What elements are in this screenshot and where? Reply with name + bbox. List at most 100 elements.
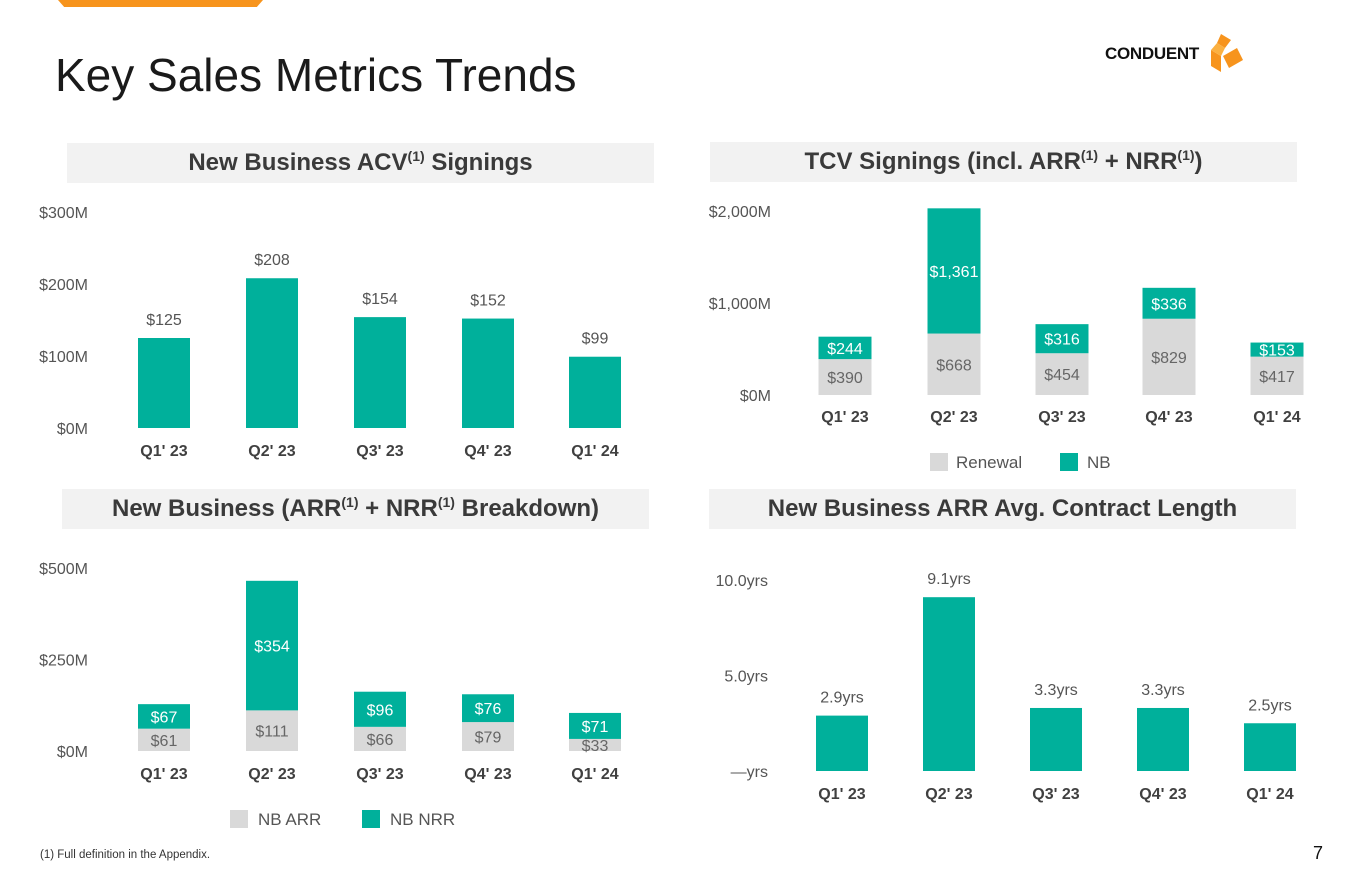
- tcv-ytick-label: $2,000M: [709, 204, 771, 221]
- acv-xtick-label: Q4' 23: [464, 443, 511, 460]
- breakdown-bar-upper: [354, 691, 406, 727]
- breakdown-bar-upper: [246, 580, 298, 711]
- length-data-label: 2.9yrs: [820, 690, 864, 707]
- breakdown-ytick-label: $500M: [39, 561, 88, 578]
- length-ytick-label: 5.0yrs: [724, 669, 768, 686]
- logo-text: CONDUENT: [1105, 44, 1199, 63]
- breakdown-data-label-upper: $96: [367, 702, 394, 719]
- tcv-data-label-upper: $244: [827, 341, 863, 358]
- length-bar: [1030, 707, 1082, 771]
- breakdown-data-label-upper: $76: [475, 701, 502, 718]
- length-data-label: 3.3yrs: [1034, 682, 1078, 699]
- tcv-data-label-upper: $1,361: [930, 264, 979, 281]
- length-bar: [1244, 723, 1296, 771]
- tcv-legend-swatch: [930, 453, 948, 471]
- tcv-xtick-label: Q3' 23: [1038, 409, 1085, 426]
- breakdown-legend-swatch: [362, 810, 380, 828]
- acv-bar: [354, 317, 406, 428]
- acv-data-label: $125: [146, 312, 182, 329]
- breakdown-xtick-label: Q1' 23: [140, 766, 187, 783]
- breakdown-data-label-lower: $79: [475, 730, 502, 747]
- acv-panel-title: New Business ACV(1) Signings: [67, 143, 654, 183]
- length-ytick-label: 10.0yrs: [716, 573, 768, 590]
- breakdown-xtick-label: Q4' 23: [464, 766, 511, 783]
- acv-xtick-label: Q1' 24: [571, 443, 618, 460]
- acv-bar: [246, 278, 298, 428]
- acv-xtick-label: Q3' 23: [356, 443, 403, 460]
- length-xtick-label: Q1' 24: [1246, 786, 1293, 803]
- length-bar: [1137, 707, 1189, 771]
- length-data-label: 3.3yrs: [1141, 682, 1185, 699]
- conduent-mark-icon: [1210, 34, 1243, 72]
- acv-xtick-label: Q1' 23: [140, 443, 187, 460]
- acv-data-label: $154: [362, 291, 398, 308]
- tcv-ytick-label: $0M: [740, 388, 771, 405]
- length-bar: [816, 715, 868, 771]
- breakdown-data-label-lower: $61: [151, 733, 178, 750]
- breakdown-bar-lower: [246, 710, 298, 751]
- tcv-bar-upper: [1250, 342, 1304, 357]
- breakdown-bar-lower: [354, 726, 406, 751]
- tcv-xtick-label: Q1' 23: [821, 409, 868, 426]
- acv-xtick-label: Q2' 23: [248, 443, 295, 460]
- tcv-xtick-label: Q1' 24: [1253, 409, 1300, 426]
- breakdown-bar-upper: [462, 694, 514, 723]
- length-xtick-label: Q4' 23: [1139, 786, 1186, 803]
- breakdown-data-label-lower: $111: [255, 724, 288, 741]
- length-xtick-label: Q1' 23: [818, 786, 865, 803]
- breakdown-data-label-upper: $354: [254, 639, 290, 656]
- tcv-data-label-upper: $336: [1151, 296, 1187, 313]
- accent-bar: [58, 0, 263, 7]
- breakdown-bar-upper: [569, 712, 621, 739]
- breakdown-ytick-label: $250M: [39, 653, 88, 670]
- tcv-bar-upper: [818, 336, 872, 360]
- acv-data-label: $208: [254, 252, 290, 269]
- breakdown-bar-lower: [138, 728, 190, 751]
- breakdown-ytick-label: $0M: [57, 744, 88, 761]
- tcv-bar-lower: [1142, 318, 1196, 395]
- breakdown-panel-title: New Business (ARR(1) + NRR(1) Breakdown): [62, 489, 649, 529]
- breakdown-bar-lower: [569, 738, 621, 751]
- breakdown-legend-label: NB NRR: [390, 810, 455, 829]
- length-xtick-label: Q2' 23: [925, 786, 972, 803]
- breakdown-data-label-lower: $66: [367, 732, 394, 749]
- length-bar: [923, 597, 975, 771]
- tcv-data-label-lower: $454: [1044, 367, 1080, 384]
- breakdown-xtick-label: Q3' 23: [356, 766, 403, 783]
- tcv-bar-upper: [927, 208, 981, 334]
- breakdown-bar-upper: [138, 704, 190, 729]
- acv-ytick-label: $200M: [39, 277, 88, 294]
- tcv-panel-title: TCV Signings (incl. ARR(1) + NRR(1)): [710, 142, 1297, 182]
- length-xtick-label: Q3' 23: [1032, 786, 1079, 803]
- tcv-data-label-lower: $417: [1259, 369, 1295, 386]
- breakdown-data-label-lower: $33: [582, 738, 609, 755]
- tcv-legend-label: Renewal: [956, 453, 1022, 472]
- acv-data-label: $99: [582, 331, 609, 348]
- acv-bar: [462, 318, 514, 428]
- breakdown-bar-lower: [462, 722, 514, 751]
- tcv-xtick-label: Q2' 23: [930, 409, 977, 426]
- breakdown-xtick-label: Q2' 23: [248, 766, 295, 783]
- acv-data-label: $152: [470, 293, 506, 310]
- breakdown-legend-swatch: [230, 810, 248, 828]
- breakdown-legend-label: NB ARR: [258, 810, 321, 829]
- tcv-bar-upper: [1142, 287, 1196, 319]
- breakdown-xtick-label: Q1' 24: [571, 766, 618, 783]
- acv-bar: [569, 356, 621, 428]
- tcv-data-label-upper: $316: [1044, 332, 1080, 349]
- tcv-bar-upper: [1035, 324, 1089, 354]
- length-ytick-label: —yrs: [731, 764, 768, 781]
- tcv-bar-lower: [1250, 356, 1304, 395]
- acv-ytick-label: $300M: [39, 205, 88, 222]
- conduent-logo: CONDUENT: [1105, 34, 1243, 74]
- acv-ytick-label: $0M: [57, 421, 88, 438]
- acv-ytick-label: $100M: [39, 349, 88, 366]
- length-data-label: 2.5yrs: [1248, 697, 1292, 714]
- breakdown-data-label-upper: $71: [582, 719, 609, 736]
- breakdown-data-label-upper: $67: [151, 709, 178, 726]
- tcv-ytick-label: $1,000M: [709, 296, 771, 313]
- footnote: (1) Full definition in the Appendix.: [40, 849, 211, 861]
- tcv-bar-lower: [818, 359, 872, 395]
- tcv-data-label-lower: $390: [827, 370, 863, 387]
